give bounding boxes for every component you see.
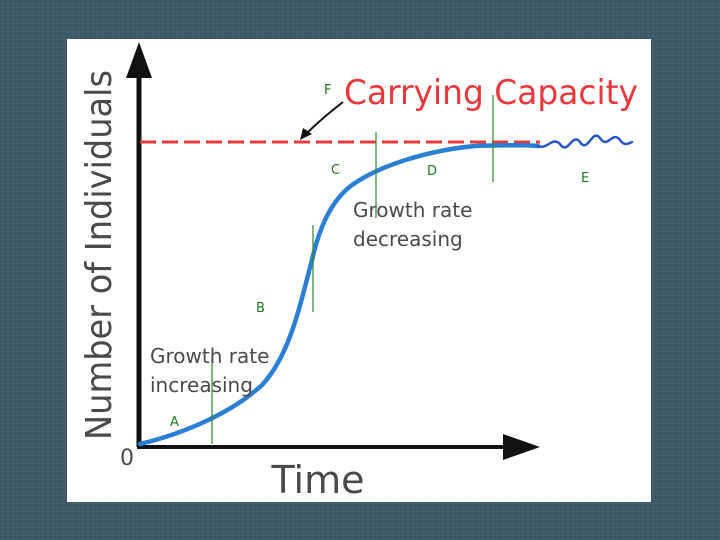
carrying-capacity-label: Carrying Capacity [344, 73, 638, 113]
marker-c: C [331, 163, 340, 178]
marker-a: A [170, 415, 179, 430]
growth-decreasing-line2: decreasing [353, 227, 463, 251]
marker-e: E [581, 171, 589, 186]
x-axis-arrowhead [503, 434, 540, 460]
growth-increasing-line2: increasing [150, 373, 253, 397]
x-axis-label: Time [271, 458, 365, 502]
growth-decreasing-line1: Growth rate [353, 198, 472, 222]
logistic-growth-curve [137, 143, 541, 447]
marker-b: B [256, 301, 265, 316]
slide-panel [67, 39, 651, 502]
capacity-oscillation [536, 134, 634, 149]
origin-label: 0 [120, 446, 134, 471]
marker-d: D [427, 164, 437, 179]
marker-f: F [324, 83, 331, 98]
capacity-pointer-arrow [304, 101, 344, 136]
y-axis-label: Number of Individuals [79, 70, 120, 440]
capacity-pointer-arrowhead [300, 128, 312, 140]
growth-increasing-line1: Growth rate [150, 344, 269, 368]
y-axis-arrowhead [126, 42, 152, 78]
